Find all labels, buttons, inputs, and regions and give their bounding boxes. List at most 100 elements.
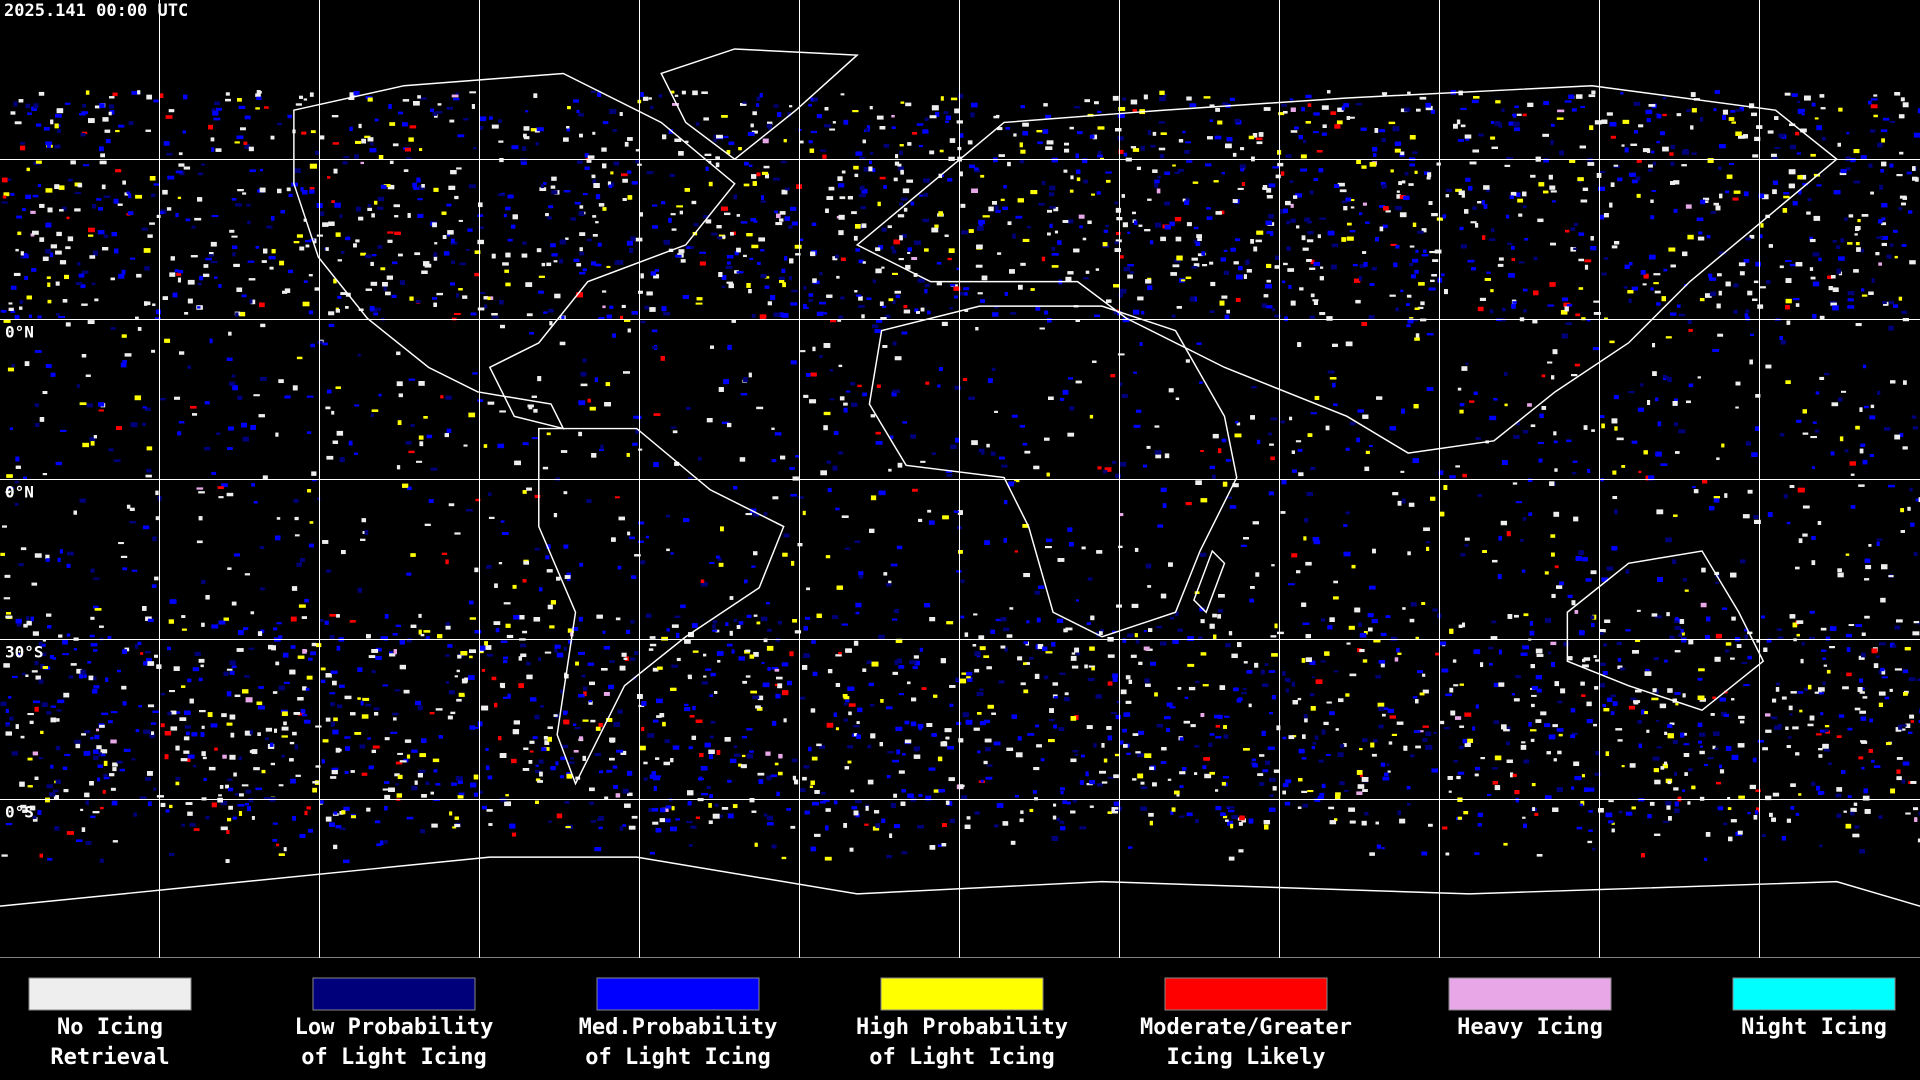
icing-pixel: [1270, 456, 1275, 461]
icing-pixel: [46, 143, 51, 149]
icing-pixel: [1175, 611, 1179, 617]
icing-pixel: [1789, 263, 1796, 267]
icing-pixel: [1048, 192, 1055, 197]
icing-pixel: [1166, 702, 1173, 707]
icing-pixel: [1640, 270, 1646, 275]
icing-pixel: [656, 698, 663, 704]
icing-pixel: [1049, 223, 1053, 228]
icing-pixel: [842, 694, 848, 698]
icing-pixel: [687, 674, 692, 678]
icing-pixel: [435, 708, 443, 711]
icing-pixel: [243, 627, 249, 631]
icing-pixel: [576, 109, 580, 114]
icing-pixel: [1299, 287, 1304, 291]
icing-pixel: [721, 421, 729, 425]
icing-pixel: [1588, 787, 1595, 792]
icing-pixel: [1884, 696, 1890, 700]
icing-pixel: [781, 189, 788, 195]
icing-pixel: [479, 116, 487, 122]
icing-pixel: [1533, 290, 1539, 296]
icing-pixel: [436, 292, 444, 296]
icing-pixel: [985, 776, 993, 780]
icing-pixel: [1360, 127, 1367, 131]
icing-pixel: [767, 121, 773, 125]
icing-pixel: [144, 266, 150, 271]
icing-pixel: [861, 223, 867, 228]
icing-pixel: [1150, 661, 1156, 666]
icing-pixel: [918, 145, 924, 148]
icing-pixel: [1177, 168, 1184, 172]
icing-pixel: [764, 276, 770, 279]
icing-pixel: [955, 437, 960, 443]
icing-pixel: [469, 725, 476, 730]
icing-pixel: [1418, 282, 1425, 286]
icing-pixel: [587, 155, 595, 159]
icing-pixel: [1015, 215, 1023, 219]
icing-pixel: [550, 243, 556, 248]
icing-pixel: [201, 579, 206, 585]
icing-pixel: [1417, 306, 1424, 309]
icing-pixel: [620, 750, 627, 756]
icing-pixel: [767, 301, 772, 306]
icing-pixel: [1363, 262, 1368, 267]
icing-pixel: [1522, 645, 1530, 650]
icing-pixel: [343, 156, 350, 159]
icing-pixel: [1190, 724, 1196, 728]
icing-pixel: [525, 282, 533, 287]
icing-pixel: [1631, 440, 1638, 444]
icing-pixel: [230, 732, 235, 738]
icing-pixel: [1115, 207, 1121, 213]
icing-pixel: [47, 207, 53, 213]
icing-pixel: [1561, 333, 1568, 339]
icing-pixel: [1395, 245, 1400, 249]
icing-pixel: [73, 510, 78, 515]
icing-pixel: [1902, 102, 1909, 108]
icing-pixel: [1414, 269, 1419, 274]
icing-pixel: [1189, 103, 1197, 107]
icing-pixel: [289, 669, 296, 675]
icing-pixel: [1362, 659, 1368, 663]
icing-pixel: [938, 367, 943, 372]
icing-pixel: [1125, 700, 1132, 704]
icing-pixel: [485, 765, 490, 771]
icing-pixel: [293, 712, 300, 715]
icing-pixel: [134, 395, 142, 401]
icing-pixel: [1915, 177, 1919, 182]
icing-pixel: [404, 739, 412, 743]
icing-pixel: [1367, 613, 1374, 618]
icing-pixel: [1861, 652, 1866, 658]
icing-pixel: [84, 792, 90, 798]
icing-pixel: [1712, 696, 1717, 700]
icing-pixel: [1819, 844, 1823, 848]
icing-pixel: [1493, 398, 1498, 401]
icing-pixel: [1902, 446, 1908, 450]
icing-pixel: [1341, 105, 1345, 111]
icing-pixel: [445, 559, 449, 565]
icing-pixel: [1089, 134, 1095, 139]
icing-pixel: [419, 753, 427, 758]
icing-pixel: [1401, 498, 1406, 504]
icing-pixel: [1394, 141, 1402, 146]
icing-pixel: [732, 804, 738, 809]
icing-pixel: [177, 196, 182, 200]
icing-pixel: [110, 711, 118, 714]
icing-pixel: [1118, 293, 1123, 298]
icing-pixel: [319, 135, 325, 140]
icing-pixel: [1521, 569, 1526, 573]
icing-pixel: [1396, 190, 1400, 193]
icing-pixel: [840, 296, 845, 300]
icing-pixel: [743, 183, 750, 187]
icing-pixel: [221, 483, 228, 488]
icing-pixel: [1225, 643, 1231, 648]
icing-pixel: [129, 507, 135, 511]
icing-pixel: [883, 143, 890, 148]
icing-pixel: [1796, 100, 1801, 103]
icing-pixel: [225, 784, 229, 789]
icing-pixel: [1287, 583, 1295, 586]
icing-pixel: [1880, 129, 1888, 133]
icing-pixel: [896, 545, 903, 550]
icing-pixel: [1702, 479, 1708, 484]
icing-pixel: [2, 195, 7, 199]
icing-pixel: [1710, 211, 1717, 214]
icing-pixel: [1263, 294, 1269, 298]
